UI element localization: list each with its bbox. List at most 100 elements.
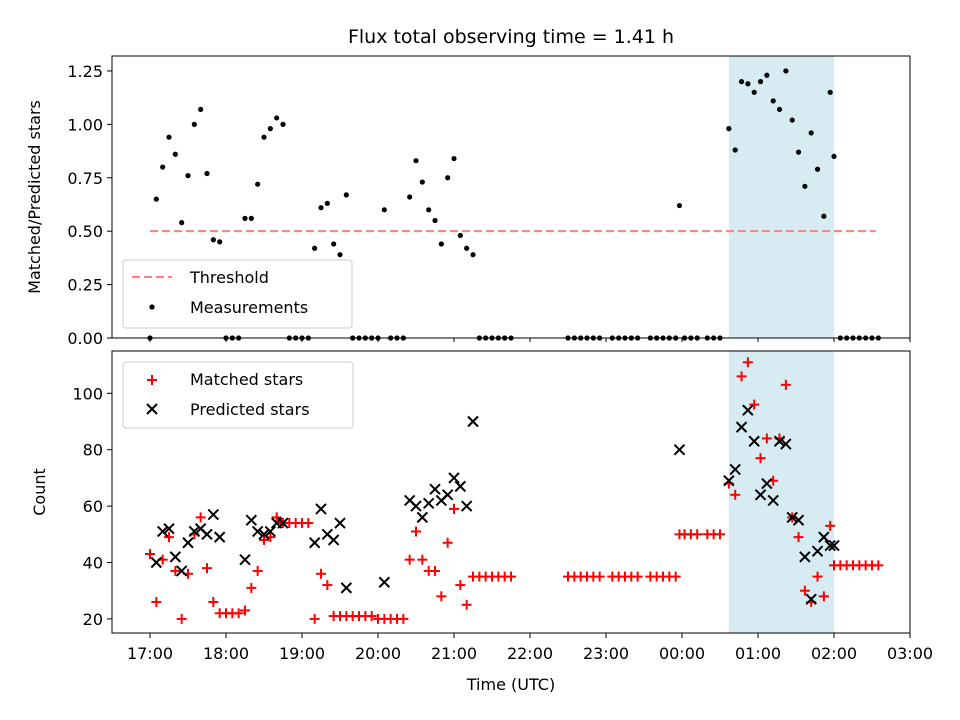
top-y-ticks: 0.00 0.25 0.50 0.75 1.00 1.25 — [67, 62, 112, 348]
matched-star-marker — [151, 596, 162, 607]
predicted-star-marker-b — [245, 514, 258, 526]
bottom-axes-frame — [111, 350, 911, 634]
predicted-star-marker — [742, 404, 754, 416]
measurement-point — [248, 215, 254, 221]
predicted-star-marker — [150, 556, 163, 569]
bottom-panel: 17:00 18:00 19:00 20:00 21:00 22:00 23:00 00:00… — [30, 350, 933, 694]
predicted-star-marker — [454, 480, 467, 493]
measurement-point — [802, 183, 808, 189]
predicted-star-marker-b — [321, 528, 334, 541]
x-tick-label: 00:00 — [659, 644, 705, 663]
matched-star-marker — [449, 503, 459, 514]
measurement-point — [419, 179, 425, 185]
matched-star-marker — [755, 453, 766, 464]
predicted-star-marker — [251, 525, 264, 538]
measurement-point — [210, 237, 216, 243]
predicted-star-marker-b — [213, 531, 226, 543]
predicted-star-marker-b — [824, 539, 836, 552]
measurement-point — [757, 79, 764, 85]
matched-star-marker — [411, 526, 421, 537]
matched-star-marker — [799, 585, 810, 596]
bottom-legend: Matched stars Predicted stars — [122, 361, 354, 429]
predicted-star-marker-b — [429, 483, 441, 495]
matched-stars-points — [145, 357, 884, 624]
legend-predicted-label: Predicted stars — [190, 400, 310, 419]
predicted-star-marker-b — [767, 494, 779, 507]
predicted-star-marker-b — [163, 522, 175, 535]
matched-star-marker — [594, 571, 605, 582]
legend-measurements-swatch — [149, 304, 155, 310]
predicted-star-marker-b — [811, 545, 824, 557]
top-y-tick-label: 0.00 — [67, 329, 103, 348]
x-tick-label: 19:00 — [279, 644, 325, 663]
predicted-star-marker — [410, 500, 422, 512]
x-tick-label: 01:00 — [735, 644, 781, 663]
matched-star-marker — [195, 512, 206, 523]
predicted-star-marker — [767, 494, 779, 507]
predicted-star-marker — [201, 528, 213, 541]
measurement-point — [166, 134, 172, 140]
predicted-star-marker-b — [818, 531, 830, 543]
predicted-star-marker — [780, 438, 792, 450]
measurement-point — [343, 192, 349, 198]
x-tick-label: 21:00 — [431, 644, 477, 663]
legend-matched-label: Matched stars — [190, 370, 303, 389]
predicted-star-marker — [748, 435, 760, 447]
matched-star-marker — [742, 357, 753, 368]
measurement-point — [783, 68, 789, 74]
measurement-point — [770, 98, 776, 104]
predicted-star-marker — [340, 582, 353, 594]
measurement-point — [831, 153, 837, 160]
measurement-point — [445, 175, 451, 181]
predicted-star-marker — [378, 576, 391, 588]
predicted-star-marker — [729, 463, 741, 476]
matched-star-marker — [436, 591, 447, 602]
predicted-star-marker-b — [742, 404, 754, 416]
matched-star-marker — [506, 571, 516, 582]
top-highlight-span — [728, 56, 834, 338]
predicted-star-marker-b — [334, 517, 346, 529]
predicted-star-marker-b — [416, 511, 429, 524]
predicted-star-marker-b — [403, 494, 416, 507]
measurement-point — [185, 173, 191, 179]
matched-star-marker — [271, 512, 282, 523]
top-y-tick-label: 0.75 — [67, 169, 103, 188]
x-tick-label: 22:00 — [507, 644, 553, 663]
predicted-star-marker — [429, 483, 441, 495]
predicted-star-marker-b — [754, 489, 767, 501]
predicted-star-marker — [828, 539, 840, 552]
matched-star-marker — [170, 565, 181, 576]
predicted-star-marker-b — [239, 553, 251, 566]
matched-star-marker — [793, 532, 804, 543]
predicted-star-marker-b — [315, 503, 327, 515]
legend-threshold-label: Threshold — [189, 268, 269, 287]
predicted-star-marker — [163, 522, 175, 535]
predicted-star-marker-b — [340, 582, 353, 594]
legend-measurements-label: Measurements — [190, 298, 308, 317]
predicted-star-marker-b — [792, 514, 805, 526]
predicted-star-marker — [239, 553, 251, 566]
matched-star-marker — [202, 563, 212, 574]
predicted-star-marker-b — [327, 534, 340, 546]
matched-star-marker — [208, 596, 219, 607]
matched-star-marker — [825, 520, 836, 531]
predicted-star-marker-b — [773, 435, 786, 447]
matched-star-marker — [812, 571, 823, 582]
matched-star-marker — [398, 613, 409, 624]
predicted-star-marker-b — [761, 477, 773, 490]
measurement-point — [764, 72, 770, 78]
bottom-y-axis-label: Count — [30, 468, 49, 516]
predicted-star-marker — [258, 528, 270, 541]
predicted-star-marker-b — [182, 537, 194, 549]
matched-star-marker — [252, 565, 263, 576]
top-y-tick-label: 0.25 — [67, 276, 103, 295]
predicted-star-marker — [735, 421, 748, 433]
matched-star-marker — [455, 580, 466, 591]
matched-star-marker — [442, 537, 453, 548]
predicted-star-marker — [315, 503, 327, 515]
matched-star-marker — [309, 613, 320, 624]
measurement-point — [808, 130, 814, 136]
measurement-point — [261, 134, 267, 140]
measurement-point — [198, 106, 204, 113]
